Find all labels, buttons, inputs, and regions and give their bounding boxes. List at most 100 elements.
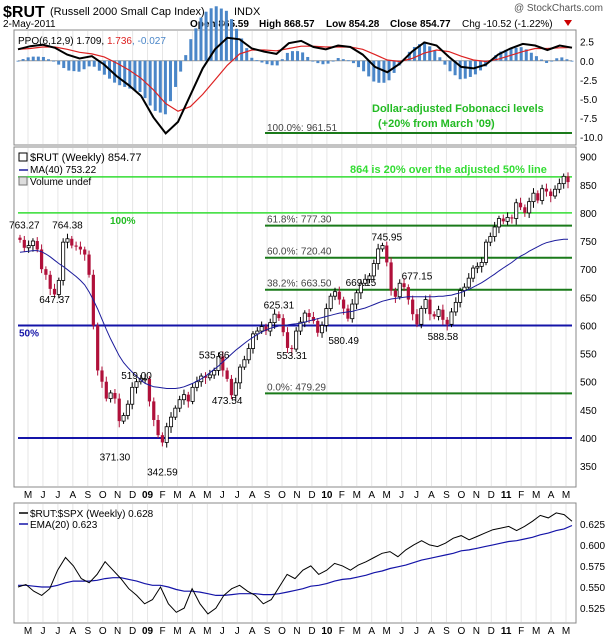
ppo-ytick-label: 2.5: [580, 38, 594, 49]
price-candle-up: [363, 278, 368, 284]
price-candle-up: [108, 392, 113, 399]
chart-exchange: INDX: [234, 6, 261, 18]
fib-annotation-line1: Dollar-adjusted Fobonacci levels: [372, 103, 544, 115]
month-tick-label: S: [84, 626, 91, 637]
ppo-histogram-bar: [570, 60, 574, 62]
ppo-ytick-label: -2.5: [580, 76, 598, 87]
ppo-histogram-bar: [118, 60, 122, 86]
ppo-histogram-bar: [296, 51, 300, 61]
ppo-histogram-bar: [72, 60, 76, 72]
price-candle-down: [290, 347, 294, 350]
month-tick-label: O: [278, 490, 286, 501]
ppo-histogram-bar: [499, 51, 503, 61]
price-candle-up: [561, 175, 566, 185]
month-tick-label: A: [249, 490, 256, 501]
price-candle-up: [492, 226, 497, 237]
price-ytick-label: 600: [580, 321, 597, 332]
month-tick-label: 11: [501, 490, 512, 501]
price-candle-down: [100, 370, 104, 382]
month-tick-label: M: [382, 626, 390, 637]
month-tick-label: A: [189, 490, 196, 501]
price-ytick-label: 400: [580, 434, 597, 445]
price-candle-down: [510, 217, 514, 219]
ppo-histogram-bar: [194, 28, 198, 61]
ppo-histogram-bar: [260, 60, 264, 63]
month-tick-label: J: [414, 626, 419, 637]
ppo-histogram-bar: [545, 60, 549, 63]
month-tick-label: M: [532, 626, 540, 637]
ppo-ytick-label: -5.0: [580, 95, 598, 106]
price-ytick-label: 500: [580, 378, 597, 389]
month-tick-label: D: [488, 490, 495, 501]
ppo-histogram-bar: [26, 57, 30, 61]
ppo-histogram-bar: [412, 46, 416, 61]
price-candle-up: [557, 183, 562, 190]
ppo-histogram-bar: [214, 6, 218, 61]
price-candle-up: [488, 236, 493, 243]
month-tick-label: A: [249, 626, 256, 637]
ppo-histogram-bar: [97, 60, 101, 71]
price-candle-down: [18, 237, 22, 240]
price-candle-up: [194, 381, 199, 388]
ppo-histogram-bar: [128, 60, 132, 89]
month-tick-label: J: [399, 626, 404, 637]
price-point-label: 588.58: [428, 332, 459, 343]
ppo-histogram-bar: [423, 41, 427, 61]
ppo-histogram-bar: [240, 38, 244, 61]
ratio-line: [17, 512, 573, 615]
price-candle-down: [156, 419, 160, 436]
month-tick-label: J: [220, 626, 225, 637]
price-ytick-label: 800: [580, 209, 597, 220]
ppo-histogram-bar: [418, 44, 422, 61]
price-candle-down: [501, 218, 505, 222]
price-candle-up: [371, 263, 376, 277]
price-candle-up: [453, 301, 458, 313]
price-ytick-label: 700: [580, 265, 597, 276]
price-candle-down: [147, 378, 152, 402]
price-candle-up: [531, 192, 536, 203]
month-tick-label: D: [308, 490, 315, 501]
stockcharts-watermark: @ StockCharts.com: [514, 3, 603, 14]
ppo-histogram-bar: [285, 52, 289, 61]
month-tick-label: M: [203, 490, 211, 501]
ppo-histogram-bar: [290, 51, 294, 61]
ppo-histogram-bar: [67, 60, 71, 71]
ppo-histogram-bar: [377, 60, 381, 83]
ratio-plot: [17, 512, 573, 615]
price-candle-down: [39, 249, 44, 270]
chart-symbol: $RUT: [3, 4, 45, 21]
month-tick-label: A: [69, 626, 76, 637]
month-tick-label: A: [69, 490, 76, 501]
price-candle-up: [466, 277, 471, 288]
price-candle-up: [207, 374, 212, 379]
price-candle-up: [164, 426, 169, 443]
price-ytick-label: 450: [580, 406, 597, 417]
ppo-histogram-bar: [36, 56, 40, 61]
ppo-histogram-bar: [31, 56, 35, 61]
month-tick-label: 09: [142, 490, 154, 501]
ppo-line: [17, 36, 573, 135]
ratio-panel: [13, 502, 577, 624]
month-tick-label: J: [40, 490, 45, 501]
ppo-histogram-bar: [463, 60, 467, 79]
ratio-ytick-label: 0.575: [580, 562, 605, 573]
price-candle-down: [117, 398, 121, 422]
month-tick-label: A: [189, 626, 196, 637]
month-tick-label: J: [220, 490, 225, 501]
ppo-histogram-bar: [209, 8, 213, 61]
price-candle-down: [186, 394, 190, 402]
ppo-histogram-bar: [224, 10, 228, 61]
ma40-line: [19, 238, 569, 389]
ppo-ytick-label: 0.0: [580, 57, 594, 68]
price-plot: 864 is 20% over the adjusted 50% line 100…: [9, 164, 572, 479]
ppo-histogram-bar: [189, 39, 193, 61]
ppo-histogram-bar: [331, 60, 335, 62]
price-candle-down: [221, 356, 225, 371]
price-candle-down: [104, 381, 108, 399]
month-tick-label: N: [473, 490, 480, 501]
month-tick-label: D: [129, 490, 136, 501]
month-tick-label: 10: [321, 626, 333, 637]
price-candle-down: [385, 245, 389, 263]
price-candle-up: [484, 241, 489, 263]
price-candle-up: [61, 241, 66, 281]
